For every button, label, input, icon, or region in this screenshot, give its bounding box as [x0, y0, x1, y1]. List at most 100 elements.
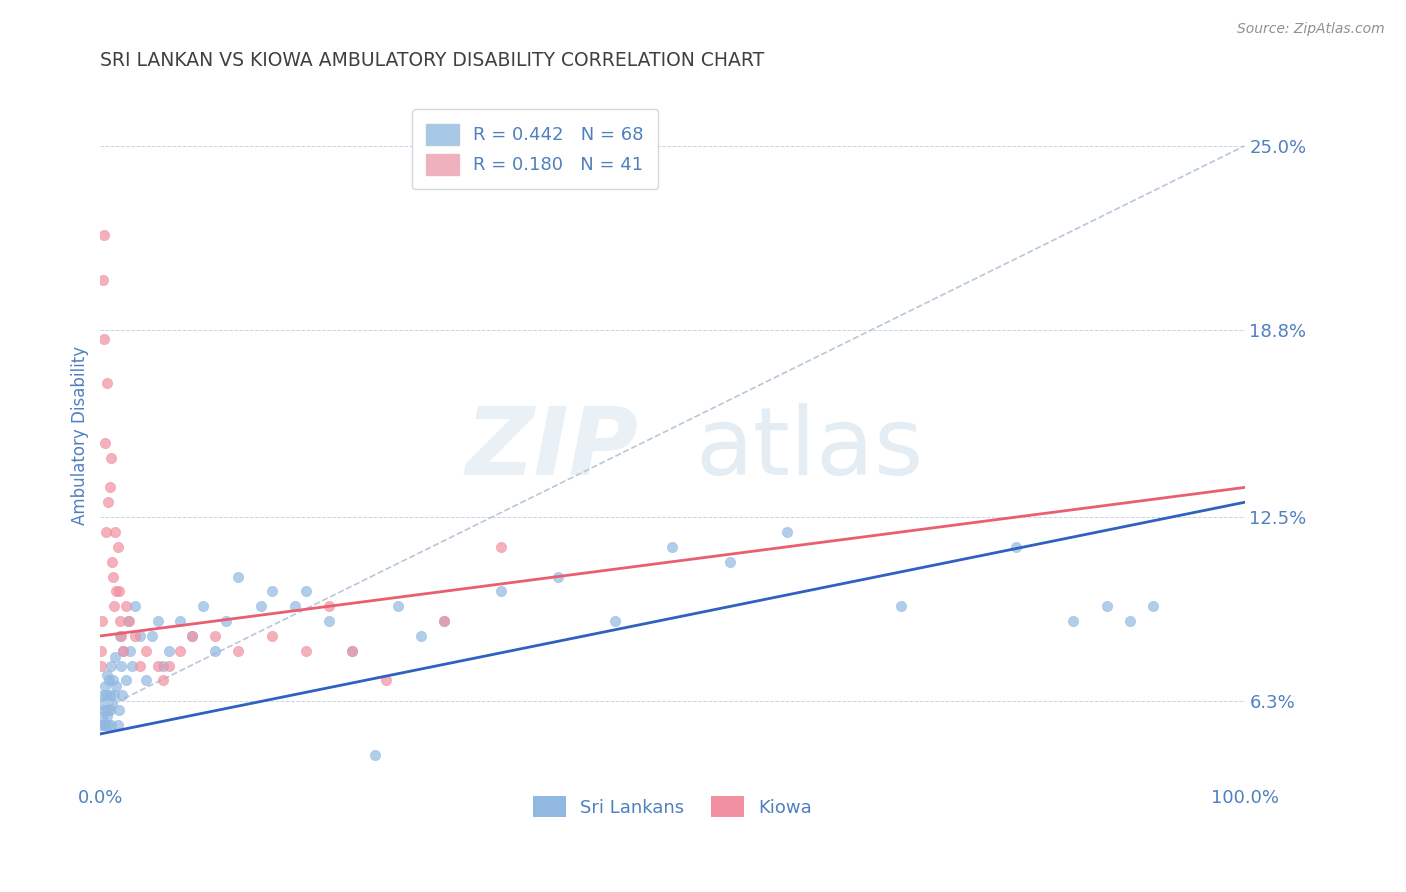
- Point: [94, 680, 117, 694]
- Point: [112, 644, 135, 658]
- Point: [101, 569, 124, 583]
- Point: [1119, 614, 1142, 628]
- Point: [226, 569, 249, 583]
- Point: [100, 718, 122, 732]
- Point: [146, 658, 169, 673]
- Point: [114, 599, 136, 614]
- Point: [718, 555, 741, 569]
- Point: [101, 555, 124, 569]
- Point: [97, 673, 120, 688]
- Point: [97, 703, 120, 717]
- Point: [135, 673, 157, 688]
- Point: [605, 614, 627, 628]
- Point: [226, 644, 249, 658]
- Point: [94, 689, 117, 703]
- Point: [433, 614, 456, 628]
- Point: [204, 644, 226, 658]
- Point: [375, 673, 398, 688]
- Text: ZIP: ZIP: [465, 403, 638, 495]
- Point: [129, 629, 152, 643]
- Point: [180, 629, 202, 643]
- Point: [104, 649, 127, 664]
- Point: [135, 644, 157, 658]
- Point: [91, 689, 114, 703]
- Point: [101, 698, 124, 712]
- Y-axis label: Ambulatory Disability: Ambulatory Disability: [72, 346, 89, 525]
- Point: [97, 495, 120, 509]
- Point: [107, 703, 129, 717]
- Point: [93, 703, 115, 717]
- Text: SRI LANKAN VS KIOWA AMBULATORY DISABILITY CORRELATION CHART: SRI LANKAN VS KIOWA AMBULATORY DISABILIT…: [100, 51, 765, 70]
- Point: [96, 667, 118, 681]
- Point: [141, 629, 163, 643]
- Point: [104, 524, 127, 539]
- Point: [107, 718, 129, 732]
- Point: [1004, 540, 1026, 554]
- Point: [260, 629, 283, 643]
- Text: atlas: atlas: [696, 403, 924, 495]
- Point: [215, 614, 238, 628]
- Point: [661, 540, 683, 554]
- Point: [121, 658, 143, 673]
- Point: [124, 599, 146, 614]
- Point: [100, 658, 122, 673]
- Point: [284, 599, 307, 614]
- Point: [204, 629, 226, 643]
- Point: [295, 644, 318, 658]
- Point: [157, 658, 180, 673]
- Point: [489, 540, 512, 554]
- Point: [1062, 614, 1084, 628]
- Point: [101, 673, 124, 688]
- Point: [91, 272, 114, 286]
- Text: Source: ZipAtlas.com: Source: ZipAtlas.com: [1237, 22, 1385, 37]
- Point: [890, 599, 912, 614]
- Point: [108, 629, 131, 643]
- Point: [364, 747, 387, 762]
- Legend: Sri Lankans, Kiowa: Sri Lankans, Kiowa: [526, 789, 820, 824]
- Point: [547, 569, 569, 583]
- Point: [100, 450, 122, 465]
- Point: [1142, 599, 1164, 614]
- Point: [340, 644, 363, 658]
- Point: [249, 599, 271, 614]
- Point: [120, 644, 142, 658]
- Point: [94, 436, 117, 450]
- Point: [91, 709, 114, 723]
- Point: [93, 332, 115, 346]
- Point: [387, 599, 409, 614]
- Point: [318, 599, 340, 614]
- Point: [98, 703, 121, 717]
- Point: [103, 689, 125, 703]
- Point: [409, 629, 432, 643]
- Point: [152, 673, 174, 688]
- Point: [93, 718, 115, 732]
- Point: [180, 629, 202, 643]
- Point: [108, 614, 131, 628]
- Point: [489, 584, 512, 599]
- Point: [114, 673, 136, 688]
- Point: [118, 614, 141, 628]
- Point: [260, 584, 283, 599]
- Point: [90, 644, 112, 658]
- Point: [169, 644, 191, 658]
- Point: [1097, 599, 1119, 614]
- Point: [90, 718, 112, 732]
- Point: [107, 540, 129, 554]
- Point: [105, 680, 128, 694]
- Point: [97, 718, 120, 732]
- Point: [169, 614, 191, 628]
- Point: [152, 658, 174, 673]
- Point: [93, 227, 115, 242]
- Point: [157, 644, 180, 658]
- Point: [112, 644, 135, 658]
- Point: [91, 614, 114, 628]
- Point: [91, 698, 114, 712]
- Point: [110, 658, 132, 673]
- Point: [433, 614, 456, 628]
- Point: [105, 584, 128, 599]
- Point: [776, 524, 799, 539]
- Point: [107, 584, 129, 599]
- Point: [94, 718, 117, 732]
- Point: [94, 524, 117, 539]
- Point: [295, 584, 318, 599]
